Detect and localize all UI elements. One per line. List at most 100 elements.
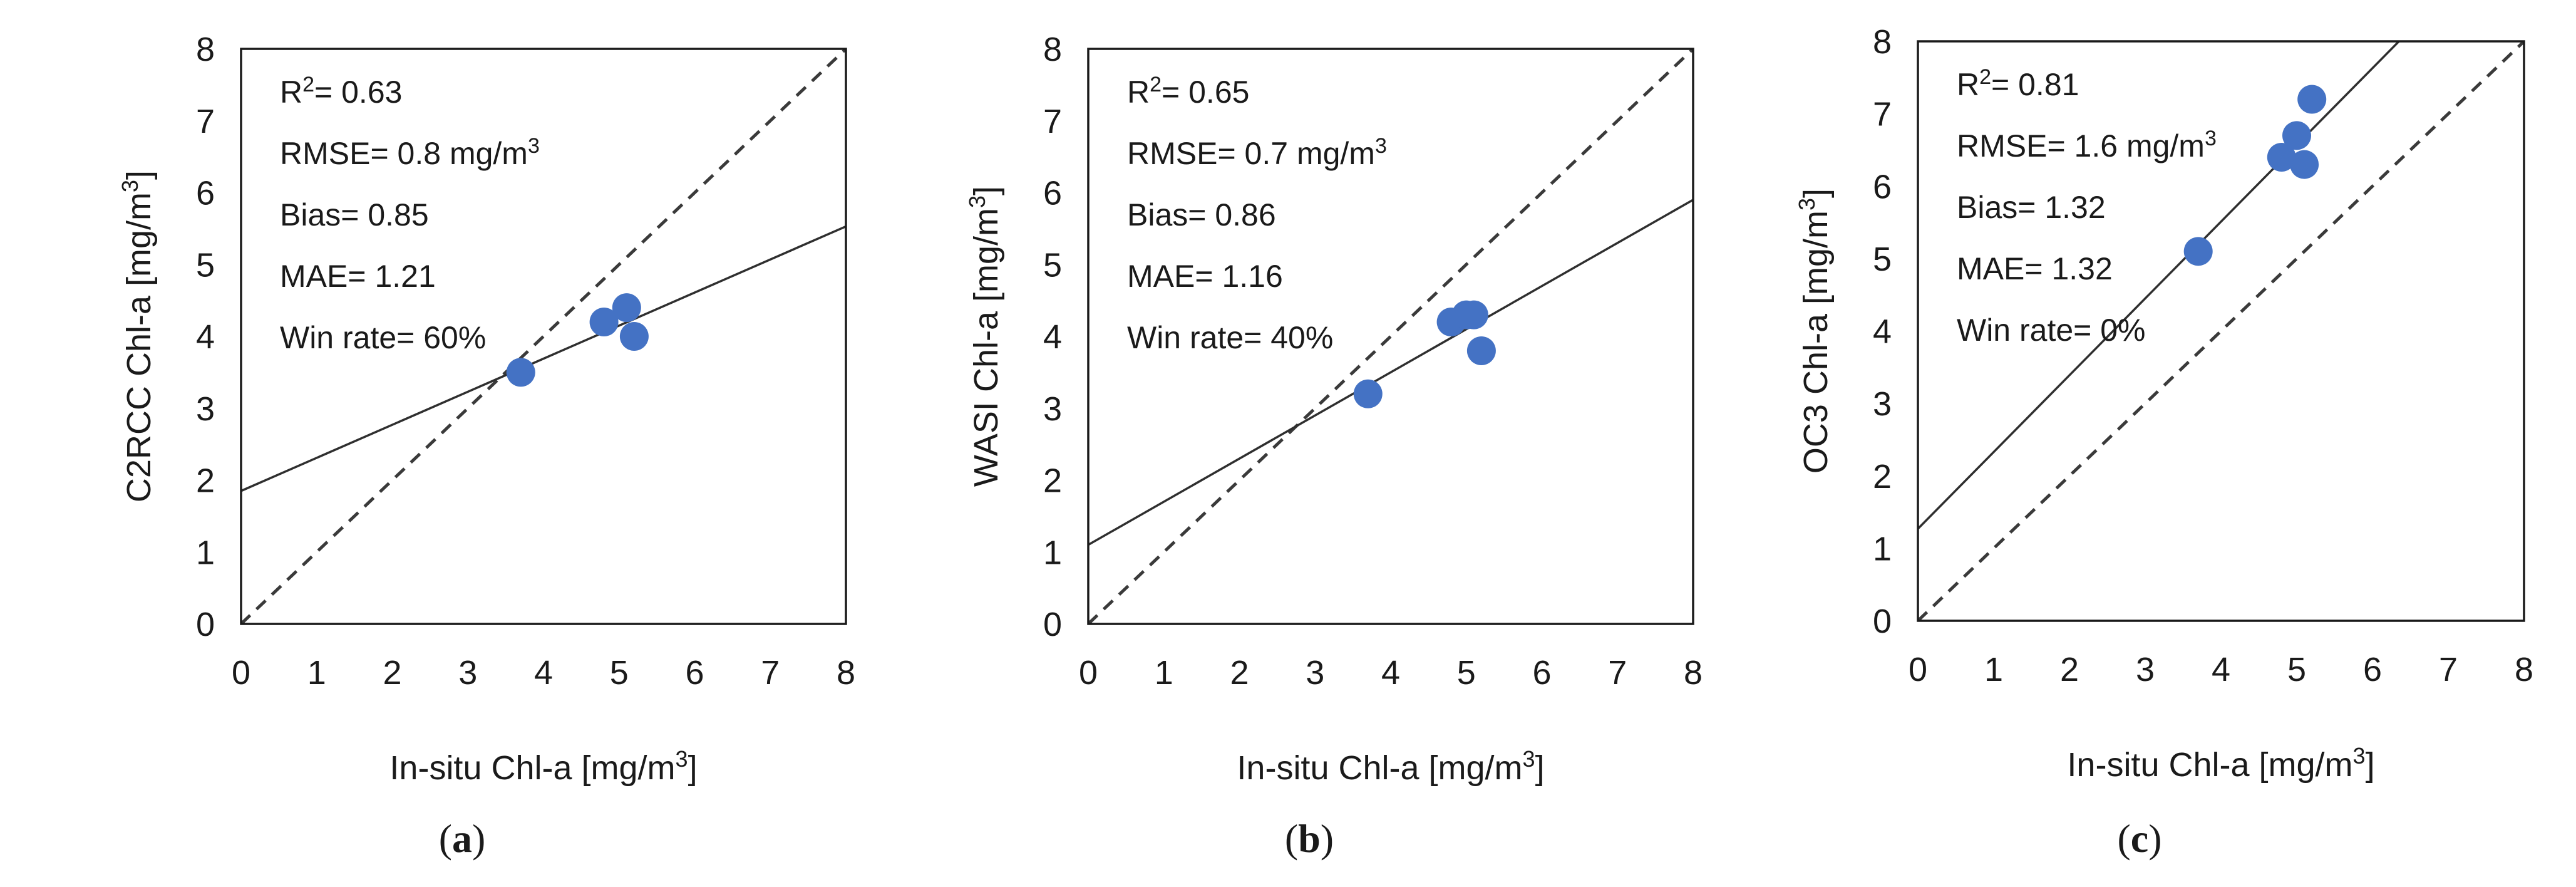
x-axis-label: In-situ Chl-a [mg/m3] <box>2067 743 2374 784</box>
data-point <box>2183 237 2213 266</box>
y-tick-label: 6 <box>196 175 215 212</box>
r-squared-stat: R2= 0.65 <box>1127 73 1249 110</box>
y-tick-label: 1 <box>1043 534 1062 571</box>
plot-area-frame <box>1917 40 2525 622</box>
x-tick-label: 5 <box>1457 654 1476 692</box>
y-tick-label: 4 <box>1043 318 1062 356</box>
x-tick-label: 5 <box>2287 651 2306 688</box>
panel-b: 0 1 2 3 4 5 6 7 8 0 1 2 3 4 5 6 7 8 In-situ Chl-a [mg/m3] W… <box>964 31 1703 861</box>
y-tick-label: 4 <box>1873 313 1892 351</box>
x-tick-label: 6 <box>685 654 704 692</box>
y-tick-label: 0 <box>196 606 215 643</box>
y-tick-label: 7 <box>196 103 215 140</box>
x-tick-label: 7 <box>2439 651 2458 688</box>
y-tick-label: 0 <box>1043 606 1062 643</box>
y-tick-label: 6 <box>1873 168 1892 205</box>
x-tick-label: 0 <box>1079 654 1098 692</box>
data-point <box>1353 379 1383 408</box>
panel-a: 0 1 2 3 4 5 6 7 8 0 1 2 3 4 5 6 7 8 In-situ Chl-a [mg/m3] C… <box>117 31 855 861</box>
x-tick-label: 8 <box>837 654 855 692</box>
x-tick-label: 1 <box>1984 651 2003 688</box>
y-tick-label: 6 <box>1043 175 1062 212</box>
win-rate-stat: Win rate= 40% <box>1127 320 1333 355</box>
x-tick-label: 5 <box>610 654 629 692</box>
bias-stat: Bias= 1.32 <box>1957 190 2106 225</box>
y-tick-label: 2 <box>196 462 215 500</box>
x-tick-label: 4 <box>2212 651 2230 688</box>
y-tick-label: 3 <box>1873 385 1892 423</box>
plot-area-frame <box>1087 48 1694 625</box>
y-tick-label: 7 <box>1043 103 1062 140</box>
identity-line <box>1088 49 1693 624</box>
y-tick-label: 8 <box>1043 31 1062 68</box>
y-tick-label: 7 <box>1873 96 1892 133</box>
r-squared-stat: R2= 0.81 <box>1957 65 2079 102</box>
y-tick-label: 0 <box>1873 603 1892 640</box>
y-tick-label: 2 <box>1043 462 1062 500</box>
data-point <box>2290 150 2319 179</box>
x-tick-label: 2 <box>2060 651 2079 688</box>
data-point <box>619 322 649 351</box>
x-tick-label: 2 <box>383 654 401 692</box>
win-rate-stat: Win rate= 0% <box>1957 313 2146 348</box>
x-tick-label: 6 <box>2363 651 2382 688</box>
x-tick-label: 0 <box>1909 651 1927 688</box>
data-point <box>1466 336 1496 365</box>
y-axis-label: OC3 Chl-a [mg/m3] <box>1794 189 1835 474</box>
data-point <box>2297 85 2327 114</box>
regression-line <box>241 225 846 492</box>
data-point <box>1459 300 1488 329</box>
r-squared-stat: R2= 0.63 <box>280 73 402 110</box>
y-tick-label: 1 <box>1873 530 1892 568</box>
plot-area-frame <box>240 48 847 625</box>
x-tick-label: 3 <box>1306 654 1324 692</box>
rmse-stat: RMSE= 0.7 mg/m3 <box>1127 134 1387 171</box>
regression-line <box>1918 41 2401 530</box>
x-tick-label: 3 <box>2136 651 2155 688</box>
x-axis-label: In-situ Chl-a [mg/m3] <box>389 746 697 787</box>
panel-caption: (b) <box>1285 816 1334 861</box>
y-tick-label: 2 <box>1873 458 1892 495</box>
x-tick-label: 1 <box>1155 654 1173 692</box>
data-point <box>2282 121 2311 150</box>
y-axis-label: C2RCC Chl-a [mg/m3] <box>117 170 158 502</box>
x-tick-label: 1 <box>307 654 326 692</box>
panel-caption: (c) <box>2117 816 2161 861</box>
x-tick-label: 7 <box>1608 654 1627 692</box>
rmse-stat: RMSE= 0.8 mg/m3 <box>280 134 540 171</box>
regression-line <box>1088 199 1693 546</box>
y-tick-label: 3 <box>196 390 215 428</box>
x-tick-label: 3 <box>458 654 477 692</box>
y-tick-label: 8 <box>196 31 215 68</box>
rmse-stat: RMSE= 1.6 mg/m3 <box>1957 127 2217 163</box>
x-axis-label: In-situ Chl-a [mg/m3] <box>1237 746 1544 787</box>
mae-stat: MAE= 1.32 <box>1957 251 2113 286</box>
x-tick-label: 2 <box>1230 654 1249 692</box>
win-rate-stat: Win rate= 60% <box>280 320 486 355</box>
y-tick-label: 3 <box>1043 390 1062 428</box>
data-point <box>612 293 641 323</box>
y-tick-label: 4 <box>196 318 215 356</box>
x-tick-label: 6 <box>1532 654 1551 692</box>
x-tick-label: 4 <box>534 654 553 692</box>
x-tick-label: 7 <box>761 654 780 692</box>
mae-stat: MAE= 1.16 <box>1127 259 1283 294</box>
y-tick-label: 5 <box>196 246 215 284</box>
data-point <box>2267 143 2296 172</box>
x-tick-label: 4 <box>1381 654 1400 692</box>
y-tick-label: 5 <box>1043 246 1062 284</box>
y-tick-label: 5 <box>1873 241 1892 278</box>
data-point <box>589 308 619 337</box>
data-point <box>506 358 535 387</box>
x-tick-label: 8 <box>2515 651 2533 688</box>
y-tick-label: 8 <box>1873 23 1892 61</box>
bias-stat: Bias= 0.86 <box>1127 197 1276 232</box>
mae-stat: MAE= 1.21 <box>280 259 436 294</box>
bias-stat: Bias= 0.85 <box>280 197 429 232</box>
identity-line <box>241 49 846 624</box>
x-tick-label: 8 <box>1684 654 1703 692</box>
y-tick-label: 1 <box>196 534 215 571</box>
y-axis-label: WASI Chl-a [mg/m3] <box>964 186 1005 487</box>
x-tick-label: 0 <box>232 654 250 692</box>
